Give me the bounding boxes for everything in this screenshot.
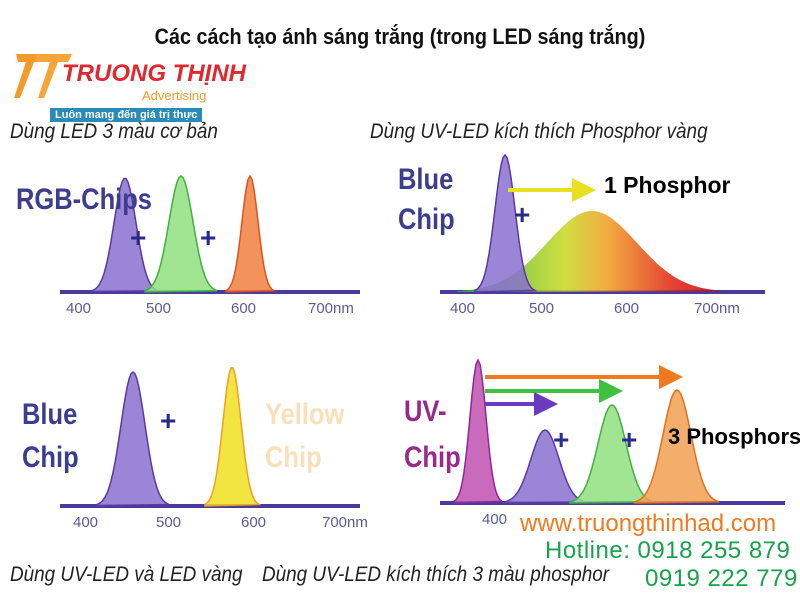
peak-orange-phosphor <box>634 389 720 504</box>
peak-blue <box>474 153 538 293</box>
label-rgb-chips: RGB-Chips <box>16 183 152 216</box>
plus-sign: + <box>200 222 217 253</box>
tick-label: 600 <box>231 300 257 317</box>
tick-label: 400 <box>482 511 508 528</box>
watermark-hotline-1: Hotline: 0918 255 879 <box>545 537 791 564</box>
logo-mark-icon <box>14 54 72 98</box>
plus-sign: + <box>514 199 531 230</box>
label-yellow: Yellow <box>265 398 345 431</box>
label-chip: Chip <box>404 441 461 474</box>
caption-phosphor-yellow: Dùng UV-LED kích thích Phosphor vàng <box>370 120 708 143</box>
peak-red <box>225 174 277 293</box>
plus-sign: + <box>621 424 638 455</box>
tick-label: 400 <box>66 300 92 317</box>
peak-blue <box>91 177 159 293</box>
tick-label: 600 <box>614 300 640 317</box>
logo-sub: Advertising <box>142 88 207 103</box>
tick-label: 500 <box>529 300 555 317</box>
watermark-website: www.truongthinhad.com <box>520 510 777 537</box>
plus-sign: + <box>160 405 177 436</box>
label-3-phosphors: 3 Phosphors <box>668 424 800 449</box>
peak-uv <box>453 358 504 504</box>
label-blue: Blue <box>22 398 78 431</box>
peak-yellow <box>204 367 262 507</box>
label-blue: Blue <box>398 163 454 196</box>
label-chip: Chip <box>22 441 79 474</box>
tick-label: 400 <box>73 514 99 531</box>
tick-label: 500 <box>146 300 172 317</box>
tick-label: 500 <box>156 514 182 531</box>
caption-rgb: Dùng LED 3 màu cơ bản <box>10 120 218 143</box>
watermark-hotline-2: 0919 222 779 <box>645 565 798 592</box>
logo: TRUONG THỊNH Advertising Luôn mang đến g… <box>14 52 246 122</box>
tick-label: 700nm <box>308 300 354 317</box>
plus-sign: + <box>130 222 147 253</box>
slogan: Luôn mang đến giá trị thực <box>50 108 203 122</box>
logo-brand: TRUONG THỊNH <box>62 60 246 87</box>
plus-sign: + <box>553 424 570 455</box>
peak-blue <box>96 370 170 507</box>
tick-label: 700nm <box>694 300 740 317</box>
peak-green <box>144 175 218 293</box>
label-yellow-chip: Chip <box>265 441 322 474</box>
tick-label: 600 <box>241 514 267 531</box>
caption-uv-yellow: Dùng UV-LED và LED vàng <box>10 563 243 586</box>
page-title: Các cách tạo ánh sáng trắng (trong LED s… <box>154 24 646 49</box>
label-chip: Chip <box>398 203 455 236</box>
label-1-phosphor: 1 Phosphor <box>604 172 731 198</box>
tick-label: 700nm <box>322 514 368 531</box>
caption-3-phosphor: Dùng UV-LED kích thích 3 màu phosphor <box>262 563 610 586</box>
tick-label: 400 <box>450 300 476 317</box>
label-uv: UV- <box>404 395 447 428</box>
peak-green-phosphor <box>569 404 655 504</box>
peak-blue-phosphor <box>502 429 588 504</box>
